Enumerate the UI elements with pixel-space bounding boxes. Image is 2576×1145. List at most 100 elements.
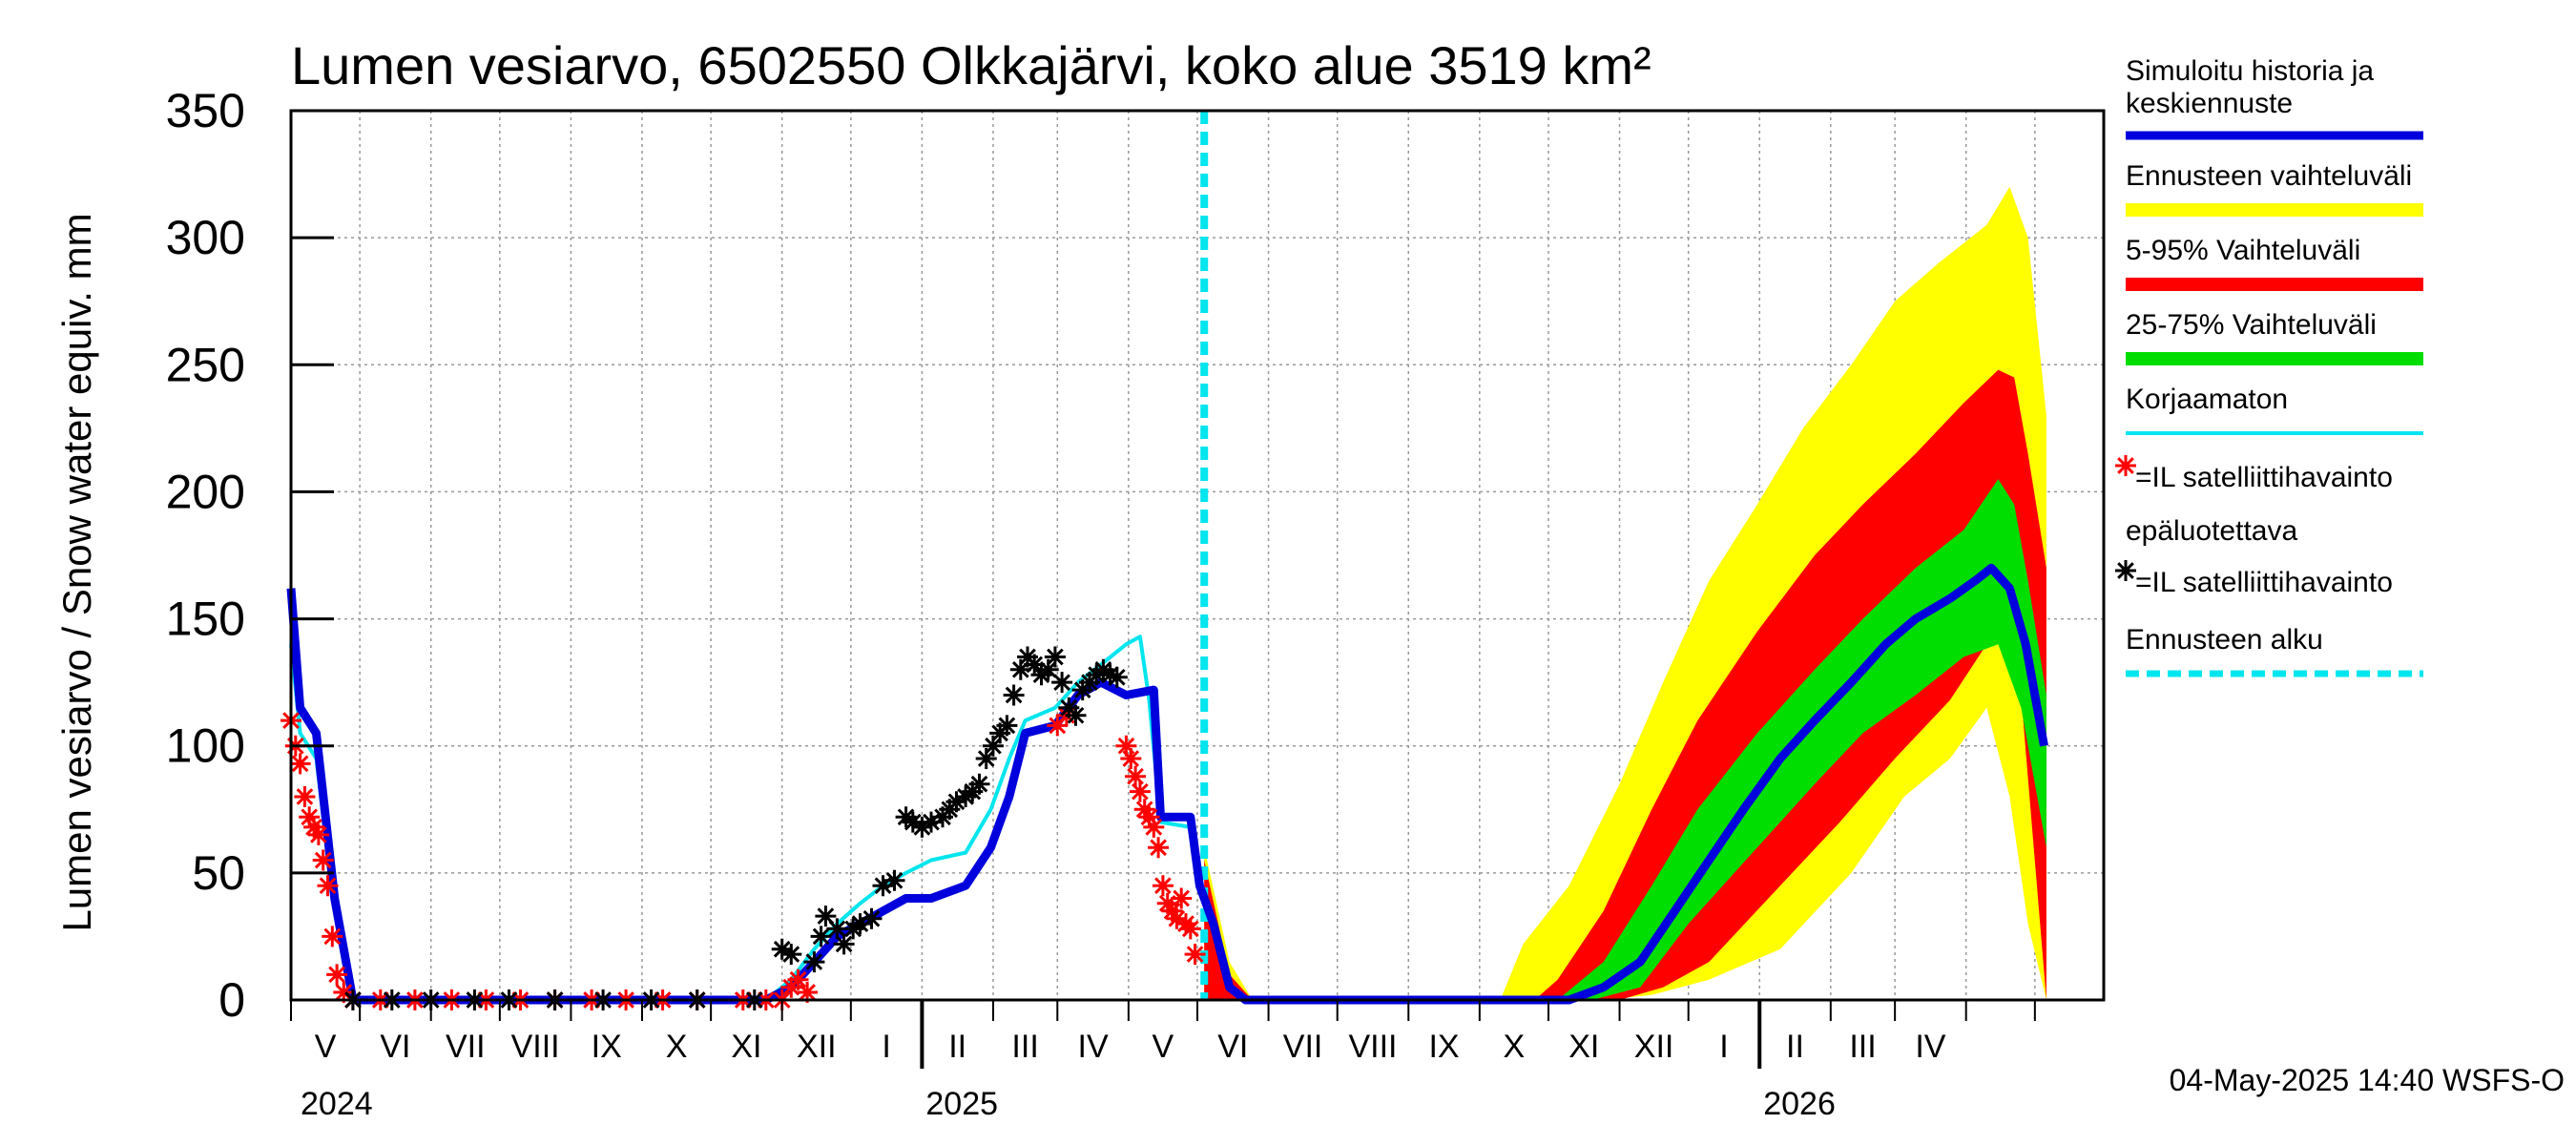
satellite-point (1051, 672, 1073, 694)
series-simulated-line (286, 563, 2048, 1005)
y-tick-label: 200 (166, 465, 245, 518)
x-tick-label: VIII (1348, 1029, 1397, 1065)
satellite-unreliable-point (294, 786, 316, 807)
legend-label-25-75: 25-75% Vaihteluväli (2126, 309, 2377, 341)
satellite-point (902, 811, 924, 833)
timestamp: 04-May-2025 14:40 WSFS-O (2170, 1063, 2565, 1097)
satellite-unreliable-point (307, 823, 329, 845)
satellite-unreliable-point (797, 982, 819, 1003)
y-tick-label: 0 (218, 973, 245, 1027)
satellite-unreliable-point (1171, 887, 1193, 909)
satellite-point (1099, 664, 1121, 686)
satellite-point (968, 773, 990, 795)
satellite-point (1106, 666, 1128, 688)
satellite-unreliable-point (326, 964, 348, 986)
satellite-point (945, 791, 967, 813)
satellite-point (921, 811, 942, 833)
chart-title: Lumen vesiarvo, 6502550 Olkkajärvi, koko… (291, 35, 1652, 95)
legend-label-line: Simuloitu historia ja (2126, 55, 2374, 87)
x-tick-label: III (1849, 1029, 1876, 1065)
satellite-point (1044, 646, 1066, 668)
y-tick-label: 350 (166, 84, 245, 137)
x-tick-label: III (1011, 1029, 1038, 1065)
satellite-point (1003, 684, 1025, 706)
year-label: 2024 (301, 1086, 373, 1122)
satellite-unreliable-point (1143, 816, 1165, 838)
y-tick-label: 300 (166, 211, 245, 264)
satellite-point (810, 926, 832, 947)
legend-label-satellite-unreliable: =IL satelliittihavainto epäluotettava (2126, 462, 2393, 547)
legend-label-line: keskiennuste (2126, 88, 2293, 119)
x-axis-ticks: V VI VII VIII IX X XI XII I II III IV V VI VII VIII IX X X… (290, 1000, 2036, 1122)
satellite-unreliable-point (1179, 918, 1201, 940)
satellite-point (771, 938, 793, 960)
legend: Simuloitu historia ja keskiennuste Ennuste… (2115, 55, 2423, 677)
satellite-unreliable-point (299, 806, 321, 828)
satellite-point (911, 816, 933, 838)
x-tick-label: VI (1217, 1029, 1248, 1065)
legend-marker-satellite (2115, 560, 2136, 581)
y-tick-label: 50 (192, 846, 245, 900)
x-tick-label: VII (1283, 1029, 1323, 1065)
satellite-unreliable-point (1166, 907, 1188, 929)
satellite-point (982, 735, 1004, 757)
x-tick-label: V (1153, 1029, 1174, 1065)
x-tick-label: XI (1568, 1029, 1599, 1065)
satellite-point (883, 869, 905, 891)
satellite-point (1024, 654, 1046, 676)
x-tick-label: IX (1428, 1029, 1459, 1065)
satellite-unreliable-point (1138, 806, 1160, 828)
satellite-unreliable-point (289, 753, 311, 775)
satellite-point (1065, 704, 1087, 726)
satellite-unreliable-point (1133, 799, 1155, 821)
satellite-unreliable-point (1184, 944, 1206, 966)
satellite-point (1037, 658, 1059, 680)
legend-label-satellite: =IL satelliittihavainto (2135, 567, 2393, 598)
satellite-point (803, 951, 825, 973)
x-tick-label: VIII (511, 1029, 560, 1065)
satellite-unreliable-point (1047, 715, 1069, 737)
x-tick-label: IX (592, 1029, 622, 1065)
x-tick-label: I (882, 1029, 890, 1065)
satellite-point (861, 907, 883, 929)
legend-label-forecast-range: Ennusteen vaihteluväli (2126, 160, 2412, 192)
x-tick-label: II (948, 1029, 966, 1065)
legend-label-line: =IL satelliittihavainto (2135, 462, 2393, 493)
satellite-point (849, 913, 871, 935)
x-tick-label: II (1786, 1029, 1804, 1065)
x-tick-label: VII (446, 1029, 486, 1065)
x-tick-label: X (1504, 1029, 1526, 1065)
x-tick-label: XII (1634, 1029, 1674, 1065)
satellite-unreliable-point (303, 816, 325, 838)
satellite-unreliable-point (1115, 735, 1137, 757)
legend-label-forecast-start: Ennusteen alku (2126, 624, 2323, 656)
satellite-unreliable-point (1161, 900, 1183, 922)
satellite-point (872, 875, 894, 897)
satellite-point (975, 748, 997, 769)
y-axis-label: Lumen vesiarvo / Snow water equiv. mm (54, 213, 99, 931)
x-tick-label: X (666, 1029, 688, 1065)
satellite-point (815, 906, 837, 927)
satellite-point (826, 918, 848, 940)
satellite-unreliable-point (787, 968, 809, 990)
satellite-unreliable-point (1152, 875, 1174, 897)
x-tick-label: VI (380, 1029, 410, 1065)
legend-label-uncorrected: Korjaamaton (2126, 384, 2288, 415)
satellite-unreliable-point (312, 849, 334, 871)
legend-label-line: epäluotettava (2126, 515, 2297, 547)
satellite-unreliable-point (1156, 892, 1178, 914)
satellite-unreliable-point (1125, 765, 1147, 787)
forecast-bands (1204, 186, 2046, 1001)
legend-marker-satellite-unreliable (2115, 455, 2136, 476)
satellite-point (780, 944, 802, 966)
satellite-unreliable-point (333, 982, 355, 1003)
y-tick-label: 150 (166, 593, 245, 646)
satellite-unreliable-point (317, 875, 339, 897)
satellite-point (1009, 658, 1031, 680)
x-tick-label: V (315, 1029, 337, 1065)
y-tick-label: 100 (166, 719, 245, 773)
legend-label-5-95: 5-95% Vaihteluväli (2126, 235, 2360, 266)
y-tick-label: 250 (166, 338, 245, 391)
x-tick-label: I (1719, 1029, 1728, 1065)
